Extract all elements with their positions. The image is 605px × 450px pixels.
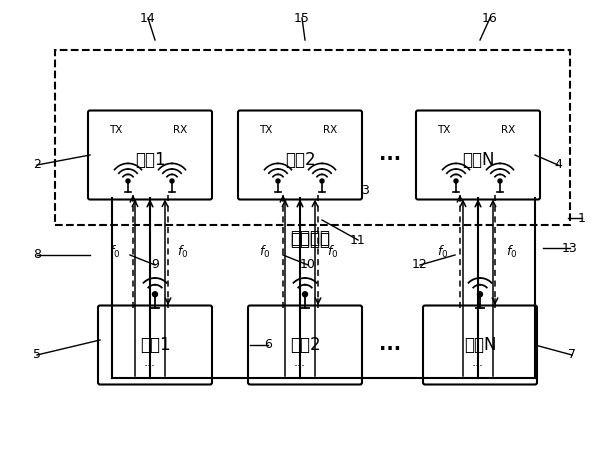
Text: 设备N: 设备N (462, 151, 494, 169)
FancyBboxPatch shape (416, 111, 540, 199)
FancyBboxPatch shape (98, 306, 212, 384)
Text: 7: 7 (568, 348, 576, 361)
Circle shape (498, 179, 502, 183)
Text: $f_0$: $f_0$ (177, 244, 189, 260)
Bar (55, 50, 570, 225)
Text: ...: ... (144, 356, 156, 369)
Circle shape (152, 292, 157, 297)
Text: 4: 4 (554, 158, 562, 171)
Text: 12: 12 (412, 258, 428, 271)
Circle shape (454, 179, 458, 183)
Text: 对谆2: 对谆2 (290, 336, 320, 354)
FancyBboxPatch shape (88, 111, 212, 199)
Text: $f_0$: $f_0$ (110, 244, 121, 260)
Circle shape (302, 292, 307, 297)
Text: 9: 9 (151, 258, 159, 271)
Text: 5: 5 (33, 348, 41, 361)
Text: ...: ... (294, 356, 306, 369)
Text: ...: ... (379, 336, 401, 355)
Text: $f_0$: $f_0$ (327, 244, 339, 260)
Text: $f_0$: $f_0$ (506, 244, 518, 260)
Circle shape (126, 179, 130, 183)
Text: 对谆1: 对谆1 (140, 336, 171, 354)
Text: 16: 16 (482, 12, 498, 24)
FancyBboxPatch shape (238, 111, 362, 199)
Text: ...: ... (379, 145, 401, 165)
Text: 14: 14 (140, 12, 156, 24)
Text: $f_0$: $f_0$ (437, 244, 449, 260)
Text: TX: TX (260, 125, 273, 135)
Text: 6: 6 (264, 338, 272, 351)
Circle shape (320, 179, 324, 183)
FancyBboxPatch shape (248, 306, 362, 384)
Text: 13: 13 (562, 242, 578, 255)
Text: $f_0$: $f_0$ (260, 244, 270, 260)
Circle shape (170, 179, 174, 183)
Text: RX: RX (323, 125, 337, 135)
Text: 15: 15 (294, 12, 310, 24)
Text: RX: RX (173, 125, 187, 135)
Circle shape (276, 179, 280, 183)
FancyBboxPatch shape (423, 306, 537, 384)
Text: TX: TX (437, 125, 451, 135)
Text: 对谆N: 对谆N (464, 336, 496, 354)
Text: RX: RX (501, 125, 515, 135)
Text: 1: 1 (578, 212, 586, 225)
Text: TX: TX (110, 125, 123, 135)
Text: 10: 10 (300, 258, 316, 271)
Text: 设备1: 设备1 (135, 151, 165, 169)
Text: ...: ... (472, 356, 484, 369)
Circle shape (477, 292, 483, 297)
Text: 11: 11 (350, 234, 366, 247)
Text: 设备2: 设备2 (285, 151, 315, 169)
Text: 单个载体: 单个载体 (290, 231, 330, 249)
Text: 8: 8 (33, 248, 41, 261)
Text: 单个载体: 单个载体 (290, 229, 330, 247)
Text: 2: 2 (33, 158, 41, 171)
Text: 3: 3 (361, 184, 369, 197)
